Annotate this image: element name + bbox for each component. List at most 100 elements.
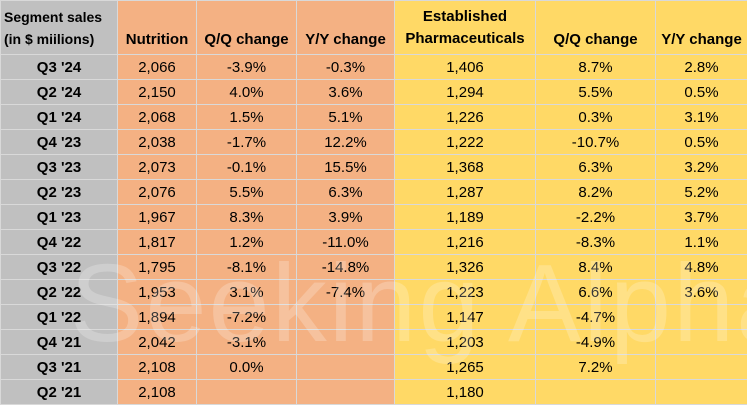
table-cell: 2,038	[118, 130, 197, 155]
table-cell: 6.3%	[536, 155, 656, 180]
table-cell: 8.3%	[197, 205, 297, 230]
row-label: Q3 '21	[1, 355, 118, 380]
table-cell: -3.9%	[197, 55, 297, 80]
table-cell: 3.6%	[297, 80, 395, 105]
row-label: Q1 '23	[1, 205, 118, 230]
table-cell: 0.5%	[656, 130, 747, 155]
table-cell: 4.0%	[197, 80, 297, 105]
table-cell: 8.7%	[536, 55, 656, 80]
table-cell: 5.1%	[297, 105, 395, 130]
table-cell: -0.3%	[297, 55, 395, 80]
table-cell: -4.9%	[536, 330, 656, 355]
row-label: Q3 '23	[1, 155, 118, 180]
table-cell: 5.5%	[197, 180, 297, 205]
table-cell: 7.2%	[536, 355, 656, 380]
table-cell	[297, 330, 395, 355]
column-header: Q/Q change	[536, 1, 656, 55]
column-header: Y/Y change	[297, 1, 395, 55]
table-cell: -1.7%	[197, 130, 297, 155]
table-cell: 1,294	[395, 80, 536, 105]
table-cell: -2.2%	[536, 205, 656, 230]
row-label: Q2 '24	[1, 80, 118, 105]
row-label: Q4 '22	[1, 230, 118, 255]
table-cell: 3.1%	[656, 105, 747, 130]
table-cell: 15.5%	[297, 155, 395, 180]
table-cell: -7.4%	[297, 280, 395, 305]
table-cell: 1,326	[395, 255, 536, 280]
column-header: Q/Q change	[197, 1, 297, 55]
table-cell: -8.1%	[197, 255, 297, 280]
table-cell: 5.5%	[536, 80, 656, 105]
table-cell: -10.7%	[536, 130, 656, 155]
table-cell: 2,108	[118, 355, 197, 380]
table-cell: 1,147	[395, 305, 536, 330]
column-header: Segment sales (in $ miilions)	[1, 1, 118, 55]
row-label: Q2 '23	[1, 180, 118, 205]
table-cell: 1,406	[395, 55, 536, 80]
table-cell: 1,967	[118, 205, 197, 230]
table-cell: 1.2%	[197, 230, 297, 255]
table-cell: 2,068	[118, 105, 197, 130]
table-cell: 3.7%	[656, 205, 747, 230]
column-header: Established Pharmaceuticals	[395, 1, 536, 55]
row-label: Q1 '22	[1, 305, 118, 330]
table-cell: 2,076	[118, 180, 197, 205]
table-cell: -3.1%	[197, 330, 297, 355]
table-cell: 8.2%	[536, 180, 656, 205]
table-cell: 3.6%	[656, 280, 747, 305]
row-label: Q3 '24	[1, 55, 118, 80]
table-cell: 12.2%	[297, 130, 395, 155]
table-cell: 1,222	[395, 130, 536, 155]
row-label: Q2 '22	[1, 280, 118, 305]
table-cell: -8.3%	[536, 230, 656, 255]
table-cell: -11.0%	[297, 230, 395, 255]
table-cell: 3.2%	[656, 155, 747, 180]
table-cell: 1,795	[118, 255, 197, 280]
table-cell: 1,203	[395, 330, 536, 355]
table-cell: 1.1%	[656, 230, 747, 255]
table-cell: 8.4%	[536, 255, 656, 280]
table-cell: 1,287	[395, 180, 536, 205]
table-cell: 3.9%	[297, 205, 395, 230]
table-cell: 6.6%	[536, 280, 656, 305]
table-cell: 1,265	[395, 355, 536, 380]
table-cell: 4.8%	[656, 255, 747, 280]
table-cell: 1,817	[118, 230, 197, 255]
table-cell: 1,894	[118, 305, 197, 330]
table-cell: -7.2%	[197, 305, 297, 330]
table-cell	[297, 355, 395, 380]
table-cell: -4.7%	[536, 305, 656, 330]
table-cell: 2,066	[118, 55, 197, 80]
table-cell: 1,223	[395, 280, 536, 305]
table-cell: 3.1%	[197, 280, 297, 305]
table-cell: 1,216	[395, 230, 536, 255]
table-cell: 1,368	[395, 155, 536, 180]
table-cell: 1.5%	[197, 105, 297, 130]
row-label: Q1 '24	[1, 105, 118, 130]
table-cell: 0.0%	[197, 355, 297, 380]
table-cell	[656, 330, 747, 355]
table-cell: 0.3%	[536, 105, 656, 130]
table-cell	[656, 305, 747, 330]
row-label: Q4 '23	[1, 130, 118, 155]
table-cell: 2,042	[118, 330, 197, 355]
table-cell: 2.8%	[656, 55, 747, 80]
table-cell: 2,150	[118, 80, 197, 105]
table-cell: 1,226	[395, 105, 536, 130]
table-cell: 1,189	[395, 205, 536, 230]
table-cell: -14.8%	[297, 255, 395, 280]
table-cell	[297, 305, 395, 330]
